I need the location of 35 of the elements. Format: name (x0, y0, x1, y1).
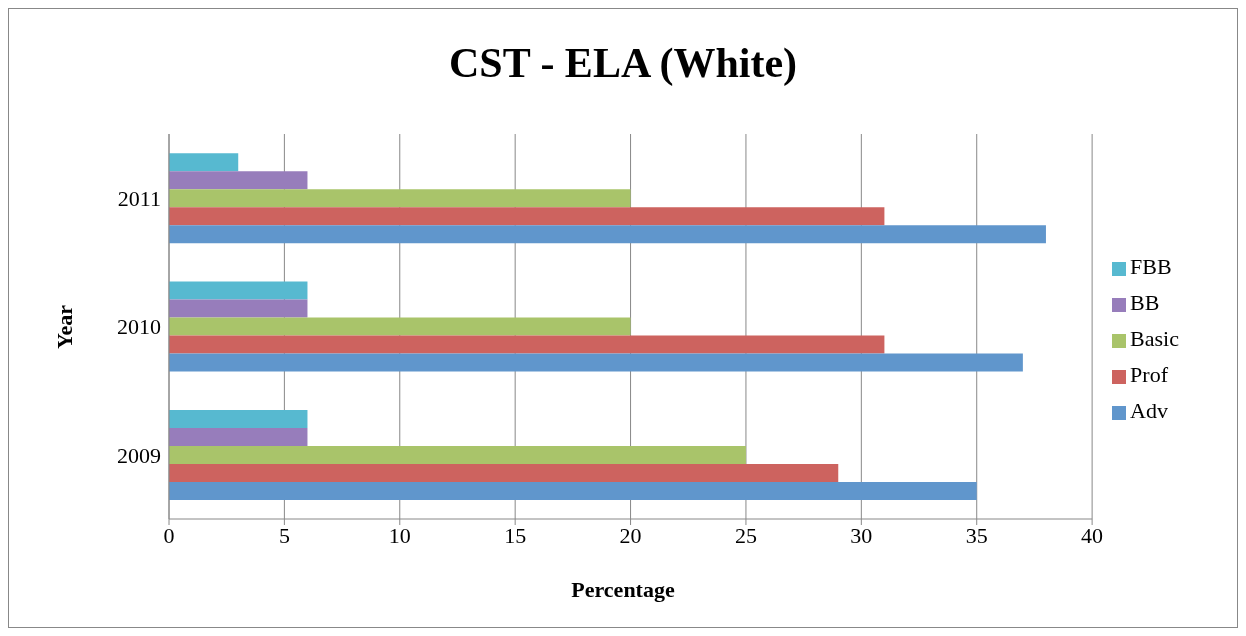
bar (169, 353, 1023, 372)
bar (169, 317, 631, 336)
x-tick-label: 5 (278, 522, 290, 548)
legend-label: Adv (1130, 398, 1168, 423)
x-tick-label: 40 (1081, 522, 1104, 548)
x-tick-label: 25 (734, 522, 757, 548)
bar (169, 335, 885, 354)
bar (169, 427, 308, 446)
x-tick-label: 0 (163, 522, 175, 548)
legend-label: Basic (1130, 326, 1179, 351)
x-tick-label: 10 (388, 522, 411, 548)
x-axis-title: Percentage (570, 577, 676, 603)
bar (169, 445, 746, 464)
bar (169, 299, 308, 318)
bar (169, 225, 1046, 244)
x-tick-label: 15 (504, 522, 527, 548)
y-tick-label: 2011 (117, 185, 161, 211)
bar (169, 281, 308, 300)
chart-title: CST - ELA (White) (447, 39, 799, 87)
x-tick-label: 20 (619, 522, 642, 548)
y-tick-label: 2009 (117, 442, 161, 468)
bar (169, 463, 839, 482)
x-tick-label: 30 (850, 522, 873, 548)
legend-label: Prof (1130, 362, 1168, 387)
bar (169, 189, 631, 208)
x-tick-label: 35 (965, 522, 988, 548)
bar (169, 409, 308, 428)
bar (169, 481, 977, 500)
y-axis-title: Year (52, 305, 78, 349)
bar (169, 207, 885, 226)
y-tick-label: 2010 (117, 314, 161, 340)
bar (169, 171, 308, 190)
legend-label: FBB (1130, 254, 1172, 279)
legend-label: BB (1130, 290, 1160, 315)
bar (169, 153, 239, 172)
